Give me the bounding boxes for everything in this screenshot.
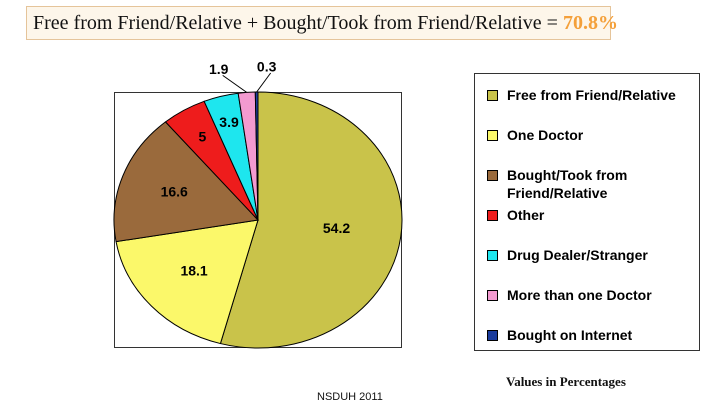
- pie-label-leader: [256, 72, 272, 93]
- source-note: NSDUH 2011: [317, 391, 383, 403]
- pie-slice: [219, 91, 403, 349]
- legend-swatch: [487, 290, 498, 301]
- legend-label: Other: [507, 207, 545, 223]
- legend-label: Bought/Took from Friend/Relative: [507, 167, 628, 201]
- legend-label: Free from Friend/Relative: [507, 87, 676, 103]
- pie-slice-label: 1.9: [209, 61, 229, 77]
- pie-slice-label: 3.9: [219, 114, 239, 130]
- summary-total: 70.8%: [562, 12, 618, 34]
- legend-item-bought-friend: Bought/Took from Friend/Relative: [487, 166, 697, 202]
- legend-item-internet: Bought on Internet: [487, 326, 697, 344]
- summary-banner: Free from Friend/Relative + Bought/Took …: [26, 6, 618, 40]
- pie-slice: [115, 219, 259, 345]
- legend: Free from Friend/Relative One Doctor Bou…: [474, 73, 700, 351]
- legend-swatch: [487, 330, 498, 341]
- pie-slice-label: 5: [199, 128, 207, 144]
- legend-label: More than one Doctor: [507, 287, 652, 303]
- legend-label: Bought on Internet: [507, 327, 633, 343]
- legend-item-more-doctors: More than one Doctor: [487, 286, 697, 304]
- pie-slice: [113, 121, 260, 243]
- legend-item-one-doctor: One Doctor: [487, 126, 697, 144]
- legend-swatch: [487, 90, 498, 101]
- legend-swatch: [487, 210, 498, 221]
- legend-swatch: [487, 250, 498, 261]
- legend-label: Drug Dealer/Stranger: [507, 247, 648, 263]
- legend-item-drug-dealer: Drug Dealer/Stranger: [487, 246, 697, 264]
- legend-item-other: Other: [487, 206, 697, 224]
- pie-slice-label: 0.3: [257, 59, 277, 75]
- pie-slices: [113, 91, 403, 349]
- pie-labels: 54.2 18.1 16.6 5 3.9 1.9 0.3: [161, 59, 351, 279]
- legend-item-free-friend: Free from Friend/Relative: [487, 86, 697, 104]
- legend-swatch: [487, 130, 498, 141]
- values-note: Values in Percentages: [506, 374, 626, 389]
- summary-equation: Free from Friend/Relative + Bought/Took …: [33, 12, 563, 34]
- pie-slice-label: 18.1: [180, 262, 207, 278]
- pie-label-leader: [222, 74, 247, 93]
- legend-label: One Doctor: [507, 127, 584, 143]
- pie-slice-label: 16.6: [161, 183, 188, 199]
- legend-swatch: [487, 170, 498, 181]
- pie-slice-label: 54.2: [323, 220, 350, 236]
